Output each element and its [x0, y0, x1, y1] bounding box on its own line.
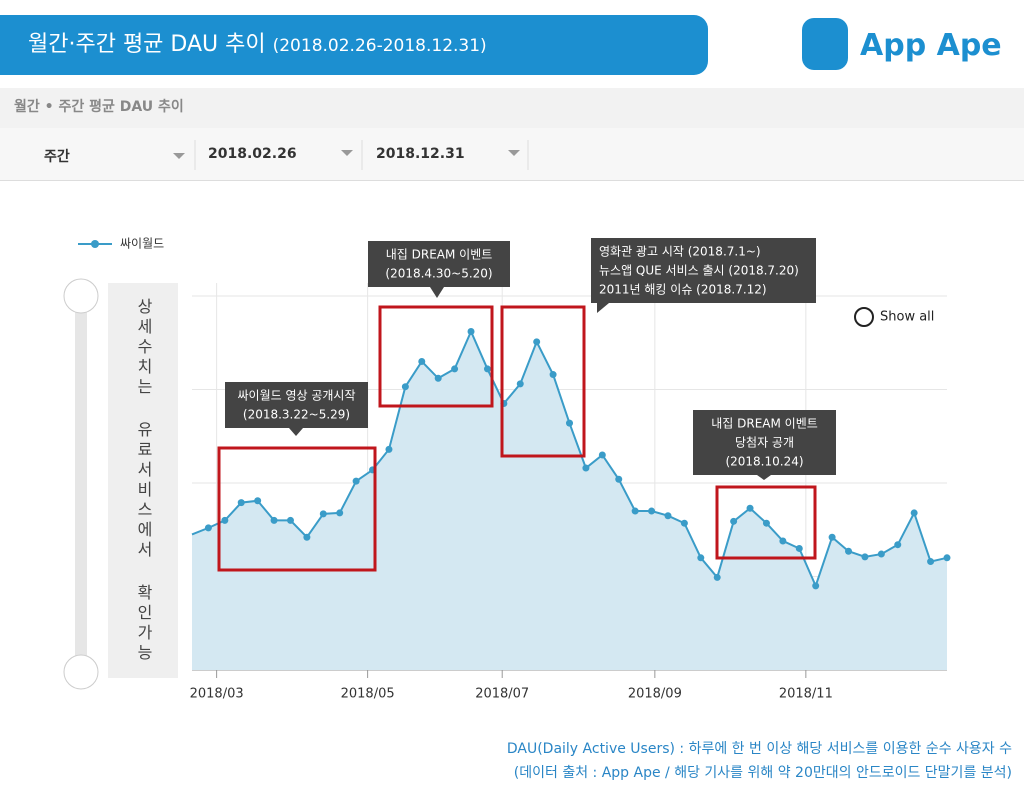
banner: 월간·주간 평균 DAU 추이 (2018.02.26-2018.12.31) — [0, 15, 708, 75]
annotation-text: 2011년 해킹 이슈 (2018.7.12) — [599, 283, 767, 297]
point — [352, 477, 360, 485]
zoom-icon[interactable] — [854, 307, 874, 327]
point — [516, 380, 524, 388]
annotation-box — [591, 238, 816, 303]
annotation-box — [225, 382, 368, 428]
annotation-box — [693, 410, 836, 475]
annotation-pointer — [430, 287, 444, 298]
control[interactable]: 2018.12.31 — [376, 146, 465, 162]
annotation-text: 싸이월드 영상 공개시작 — [237, 389, 355, 403]
point — [336, 509, 344, 517]
annotation-pointer — [597, 303, 609, 313]
annotation-text: 뉴스앱 QUE 서비스 출시 (2018.7.20) — [599, 264, 799, 278]
point — [204, 524, 212, 532]
point — [451, 365, 459, 373]
point — [795, 544, 803, 552]
highlight-boxes — [217, 305, 817, 572]
point — [910, 509, 918, 517]
area — [192, 331, 947, 670]
legend-dot — [91, 240, 99, 248]
point — [762, 519, 770, 527]
point — [615, 475, 623, 483]
x-tick-label: 2018/07 — [475, 687, 529, 702]
controls — [0, 128, 1024, 181]
point — [566, 419, 573, 427]
x-tick-label: 2018/03 — [190, 687, 244, 702]
x-tick-label: 2018/09 — [628, 687, 682, 702]
point — [598, 451, 606, 459]
dividers — [194, 140, 529, 170]
annotation-text: 내집 DREAM 이벤트 — [711, 417, 818, 431]
point — [533, 338, 541, 346]
period: (2018.02.26-2018.12.31) — [272, 36, 487, 56]
legend-label: 싸이월드 — [120, 237, 164, 251]
title: 월간·주간 평균 DAU 추이 — [28, 32, 266, 57]
point — [861, 553, 869, 561]
x-tick-label: 2018/05 — [341, 687, 395, 702]
footnote: (데이터 출처 : App Ape / 해당 기사를 위해 약 20만대의 안드… — [513, 765, 1012, 781]
point — [812, 582, 820, 590]
point — [680, 519, 688, 527]
point — [401, 383, 409, 391]
control[interactable]: 2018.02.26 — [208, 146, 297, 162]
point — [549, 371, 557, 379]
annotation-text: (2018.4.30~5.20) — [385, 267, 492, 281]
annotation-pointer — [757, 475, 771, 480]
annotation-box — [368, 241, 510, 287]
x-tick-label: 2018/11 — [779, 687, 833, 702]
point — [418, 357, 426, 365]
point — [664, 512, 672, 520]
point — [779, 537, 787, 545]
point — [845, 547, 853, 555]
show-all[interactable]: Show all — [880, 310, 934, 325]
panel-header — [0, 88, 1024, 128]
annotation-pointer — [289, 428, 303, 436]
annotation-text: 당첨자 공개 — [735, 436, 794, 450]
point — [713, 573, 721, 581]
logo: App Ape — [860, 28, 1002, 63]
point — [286, 516, 294, 524]
point — [483, 365, 491, 373]
point — [828, 533, 836, 541]
point — [631, 507, 639, 515]
point — [467, 328, 475, 336]
point — [894, 541, 902, 549]
point — [730, 517, 738, 525]
annotation-text: 내집 DREAM 이벤트 — [386, 248, 493, 262]
point — [648, 507, 656, 515]
slider-knob[interactable] — [63, 278, 99, 314]
panel-title: 월간 • 주간 평균 DAU 추이 — [14, 99, 184, 115]
slider-knob[interactable] — [63, 654, 99, 690]
footnote: DAU(Daily Active Users) : 하루에 한 번 이상 해당 … — [506, 741, 1012, 757]
point — [270, 516, 278, 524]
point — [303, 533, 311, 541]
point — [254, 497, 262, 505]
point — [221, 516, 229, 524]
slider-track — [75, 283, 87, 673]
logo-icon — [802, 18, 848, 70]
point — [237, 499, 245, 507]
annotation-text: 영화관 광고 시작 (2018.7.1~) — [599, 245, 761, 259]
point — [927, 558, 935, 566]
point — [746, 504, 754, 512]
point — [697, 554, 705, 562]
point — [943, 554, 951, 562]
point — [582, 464, 590, 472]
annotation-text: (2018.3.22~5.29) — [243, 408, 350, 422]
point — [877, 550, 885, 558]
dropdown-arrows — [173, 150, 520, 159]
point — [385, 445, 393, 453]
annotation-text: (2018.10.24) — [725, 455, 803, 469]
control[interactable]: 주간 — [44, 149, 70, 165]
slider-note: 상세수치는 유료서비스에서 확인가능 — [108, 283, 178, 678]
point — [319, 510, 327, 518]
point — [434, 374, 442, 382]
